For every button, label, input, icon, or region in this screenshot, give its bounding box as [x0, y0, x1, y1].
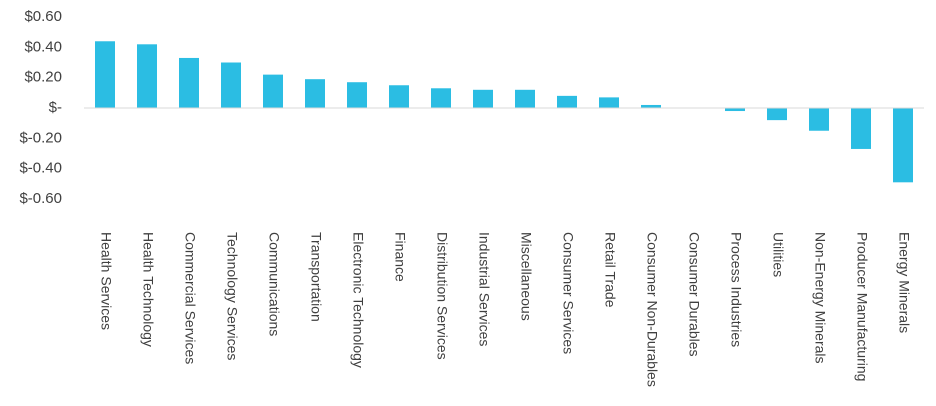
bar	[347, 82, 367, 108]
bar	[557, 95, 577, 108]
y-tick-label: $0.20	[24, 69, 62, 86]
x-tick-label: Retail Trade	[602, 232, 618, 308]
x-tick-label: Utilities	[770, 232, 786, 277]
x-tick-label: Consumer Non-Durables	[644, 232, 660, 387]
bar	[515, 89, 535, 108]
bar	[137, 44, 157, 108]
bar	[179, 57, 199, 108]
x-tick-label: Distribution Services	[434, 232, 450, 360]
y-tick-label: $0.40	[24, 38, 62, 55]
x-tick-label: Communications	[266, 232, 282, 336]
x-tick-label: Producer Manufacturing	[854, 232, 870, 381]
x-tick-label: Commercial Services	[182, 232, 198, 364]
bar	[725, 108, 745, 112]
y-tick-label: $-0.60	[19, 190, 62, 207]
bar	[305, 79, 325, 108]
x-tick-label: Technology Services	[224, 232, 240, 360]
x-tick-label: Energy Minerals	[896, 232, 912, 333]
bar	[599, 97, 619, 108]
y-tick-label: $-0.20	[19, 129, 62, 146]
y-tick-label: $-0.40	[19, 160, 62, 177]
bar	[389, 85, 409, 108]
bar	[263, 74, 283, 108]
bar	[893, 108, 913, 183]
x-tick-label: Health Services	[98, 232, 114, 330]
y-tick-label: $-	[49, 99, 62, 116]
x-tick-label: Process Industries	[728, 232, 744, 347]
x-tick-label: Miscellaneous	[518, 232, 534, 321]
x-tick-label: Health Technology	[140, 232, 156, 347]
bar	[767, 108, 787, 121]
x-tick-label: Transportation	[308, 232, 324, 322]
bar	[809, 108, 829, 131]
x-tick-label: Consumer Services	[560, 232, 576, 354]
bar	[221, 62, 241, 108]
x-tick-label: Electronic Technology	[350, 232, 366, 368]
bar	[431, 88, 451, 108]
x-tick-label: Finance	[392, 232, 408, 282]
x-tick-label: Consumer Durables	[686, 232, 702, 357]
x-tick-label: Non-Energy Minerals	[812, 232, 828, 364]
bar	[473, 89, 493, 108]
bar	[641, 104, 661, 108]
bar	[95, 41, 115, 109]
x-tick-label: Industrial Services	[476, 232, 492, 346]
bar	[851, 108, 871, 149]
y-tick-label: $0.60	[24, 8, 62, 25]
